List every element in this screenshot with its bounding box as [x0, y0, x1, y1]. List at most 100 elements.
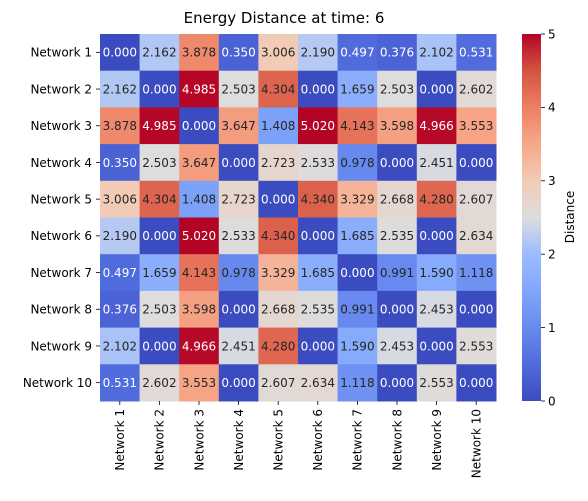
cell-value-label: 0.000: [182, 119, 216, 133]
cell-value-label: 2.162: [103, 82, 137, 96]
row-label: Network 3: [30, 119, 92, 133]
row-label: Network 2: [30, 82, 92, 96]
heatmap-cell: [139, 34, 180, 72]
heatmap-cell: [258, 144, 299, 182]
heatmap-cell: [298, 327, 339, 365]
heatmap-cell: [377, 144, 418, 182]
cell-value-label: 3.329: [261, 266, 295, 280]
cell-value-label: 0.000: [301, 229, 335, 243]
heatmap-cell: [416, 254, 457, 292]
cell-value-label: 4.143: [340, 119, 374, 133]
heatmap-cell: [377, 217, 418, 255]
cell-value-label: 2.533: [301, 156, 335, 170]
heatmap-cell: [456, 34, 497, 72]
heatmap-cell: [179, 180, 220, 218]
cell-value-label: 2.453: [419, 303, 453, 317]
row-label: Network 1: [30, 46, 92, 60]
heatmap-cell: [179, 107, 220, 145]
column-label: Network 6: [311, 409, 325, 471]
heatmap-cell: [337, 180, 378, 218]
cell-value-label: 2.668: [261, 303, 295, 317]
heatmap-cell: [218, 34, 259, 72]
heatmap-cell: [258, 217, 299, 255]
heatmap-cell: [298, 364, 339, 402]
heatmap-cell: [139, 364, 180, 402]
heatmap-cell: [258, 107, 299, 145]
heatmap-cell: [139, 290, 180, 329]
column-label: Network 2: [153, 409, 167, 471]
cell-value-label: 0.000: [103, 46, 137, 60]
cell-value-label: 0.000: [340, 266, 374, 280]
heatmap-cell: [179, 254, 220, 292]
cell-value-label: 3.647: [221, 119, 255, 133]
cell-value-label: 3.006: [103, 192, 137, 206]
cell-value-label: 4.985: [142, 119, 176, 133]
heatmap-cell: [456, 290, 497, 329]
heatmap-cell: [337, 254, 378, 292]
cell-value-label: 4.280: [261, 339, 295, 353]
cell-value-label: 0.000: [459, 156, 493, 170]
heatmap-cell: [456, 144, 497, 182]
cell-value-label: 2.102: [103, 339, 137, 353]
heatmap-cell: [179, 290, 220, 329]
heatmap-cell: [377, 364, 418, 402]
cell-value-label: 3.598: [380, 119, 414, 133]
cell-value-label: 2.503: [380, 82, 414, 96]
heatmap-cell: [218, 144, 259, 182]
cell-value-label: 1.659: [340, 82, 374, 96]
cell-value-label: 0.350: [221, 46, 255, 60]
column-label: Network 8: [390, 409, 404, 471]
colorbar-ticks: 0 1 2 3 4 5: [541, 27, 556, 408]
colorbar: [522, 34, 541, 401]
cell-value-label: 3.647: [182, 156, 216, 170]
colorbar-tick-label: 5: [548, 27, 556, 41]
heatmap-cell: [100, 364, 141, 402]
cell-value-label: 2.553: [419, 376, 453, 390]
heatmap-cell: [100, 217, 141, 255]
heatmap-cell: [218, 180, 259, 218]
cell-value-label: 0.531: [459, 46, 493, 60]
heatmap-cell: [179, 144, 220, 182]
row-label: Network 6: [30, 229, 92, 243]
column-label: Network 10: [470, 409, 484, 478]
cell-value-label: 2.503: [142, 303, 176, 317]
cell-value-label: 0.497: [103, 266, 137, 280]
cell-value-label: 0.376: [380, 46, 414, 60]
cell-value-label: 4.304: [261, 82, 295, 96]
cell-value-label: 0.000: [419, 82, 453, 96]
heatmap-cell: [377, 180, 418, 218]
heatmap-cell: [416, 364, 457, 402]
cell-value-label: 2.553: [459, 339, 493, 353]
cell-value-label: 2.723: [261, 156, 295, 170]
heatmap-cell: [298, 290, 339, 329]
cell-value-label: 0.350: [103, 156, 137, 170]
row-label: Network 9: [30, 339, 92, 353]
heatmap-cell: [179, 327, 220, 365]
cell-value-label: 0.000: [459, 303, 493, 317]
heatmap-cell: [218, 107, 259, 145]
cell-value-label: 3.553: [459, 119, 493, 133]
cell-value-label: 1.685: [301, 266, 335, 280]
heatmap-cell: [179, 217, 220, 255]
cell-value-label: 3.329: [340, 192, 374, 206]
heatmap-cell: [139, 327, 180, 365]
heatmap-cell: [456, 254, 497, 292]
heatmap-cell: [377, 70, 418, 108]
heatmap-cell: [456, 107, 497, 145]
heatmap-cell: [298, 217, 339, 255]
heatmap-cell: [456, 364, 497, 402]
cell-value-label: 2.451: [221, 339, 255, 353]
cell-value-label: 0.000: [221, 376, 255, 390]
cell-value-label: 2.451: [419, 156, 453, 170]
cell-value-label: 0.000: [301, 82, 335, 96]
cell-value-label: 4.280: [419, 192, 453, 206]
cell-value-label: 0.000: [261, 192, 295, 206]
heatmap-cell: [218, 254, 259, 292]
heatmap-cell: [218, 70, 259, 108]
cell-value-label: 2.535: [301, 303, 335, 317]
heatmap-cell: [416, 34, 457, 72]
cell-value-label: 0.000: [459, 376, 493, 390]
row-labels: Network 1 Network 2 Network 3 Network 4 Netw…: [23, 46, 100, 390]
cell-value-label: 0.000: [419, 229, 453, 243]
